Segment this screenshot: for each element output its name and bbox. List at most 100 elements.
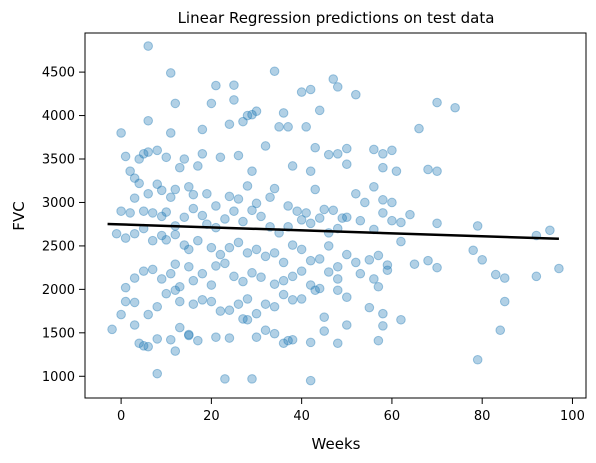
data-point [120,282,131,293]
data-point [143,341,153,352]
data-point [283,335,293,346]
data-point [224,333,235,343]
data-point [152,368,163,379]
data-point [238,116,248,127]
data-point [373,335,384,346]
data-point [545,225,555,236]
data-point [369,182,379,192]
data-point [292,206,302,216]
data-point [274,122,284,132]
data-point [161,207,172,217]
data-point [278,275,289,286]
data-point [152,334,163,344]
data-point [111,228,122,239]
data-point [432,166,442,176]
data-point [323,228,334,238]
data-point [211,80,221,91]
data-point [156,185,167,196]
data-point [296,294,307,304]
data-point [247,205,257,216]
x-tick-label: 20 [203,409,220,424]
data-point [355,215,366,226]
data-point [202,188,212,199]
data-point [251,308,262,319]
data-point [260,141,271,151]
data-point [269,183,280,194]
data-point [238,276,248,287]
x-axis-label: Weeks [312,435,361,453]
data-point [143,41,153,51]
data-point [351,257,361,268]
data-point [278,289,289,300]
plot-frame [84,32,587,399]
data-point [251,244,262,255]
data-point [432,262,442,273]
data-point [323,241,334,251]
data-point [432,218,442,229]
data-point [251,332,262,342]
data-point [193,235,203,246]
data-point [391,166,402,176]
y-tick-label: 3500 [42,153,75,168]
data-point [179,154,190,164]
data-point [165,68,176,78]
data-point [296,87,307,97]
data-point [296,244,307,255]
data-point [341,212,352,223]
data-point [260,299,271,309]
x-tick-label: 100 [560,409,585,424]
data-point [129,193,140,203]
data-point [251,198,262,209]
data-point [129,173,140,183]
data-point [165,192,176,203]
data-point [184,244,194,255]
data-point [378,321,388,331]
data-point [332,148,343,159]
data-point [197,268,208,279]
data-point [206,242,217,253]
data-point [184,329,194,340]
data-point [233,194,244,204]
data-point [143,115,153,126]
data-point [432,97,442,108]
data-point [287,161,298,171]
data-point [120,233,131,243]
data-point [129,297,140,308]
x-tick-label: 0 [117,409,125,424]
y-tick-label: 2000 [42,283,75,298]
data-point [233,299,244,309]
data-point [301,122,311,132]
data-point [138,266,149,276]
data-point [314,254,325,264]
data-point [193,161,203,171]
data-point [260,251,271,262]
data-point [337,213,348,223]
data-point [378,308,388,319]
data-point [229,271,239,282]
data-point [229,95,239,105]
data-point [161,152,172,163]
y-tick-label: 1000 [42,370,75,385]
data-point [211,261,221,271]
data-point [278,338,289,349]
data-point [138,341,149,351]
data-point [341,159,352,170]
data-point [265,192,275,203]
data-point [423,164,433,175]
data-point [107,324,117,335]
data-point [174,322,185,333]
data-point [283,122,293,132]
data-point [224,305,235,316]
data-point [242,248,253,258]
data-point [287,294,298,305]
data-point [323,267,334,277]
data-point [369,274,379,284]
data-point [387,197,397,208]
data-point [229,80,239,90]
regression-line [107,222,559,241]
points-layer [107,41,564,386]
data-point [332,82,343,92]
data-point [287,240,298,250]
data-point [238,314,248,324]
